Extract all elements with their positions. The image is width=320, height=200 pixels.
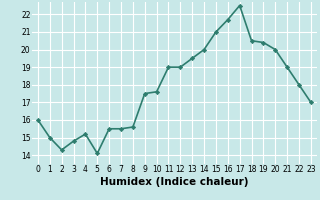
- X-axis label: Humidex (Indice chaleur): Humidex (Indice chaleur): [100, 177, 249, 187]
